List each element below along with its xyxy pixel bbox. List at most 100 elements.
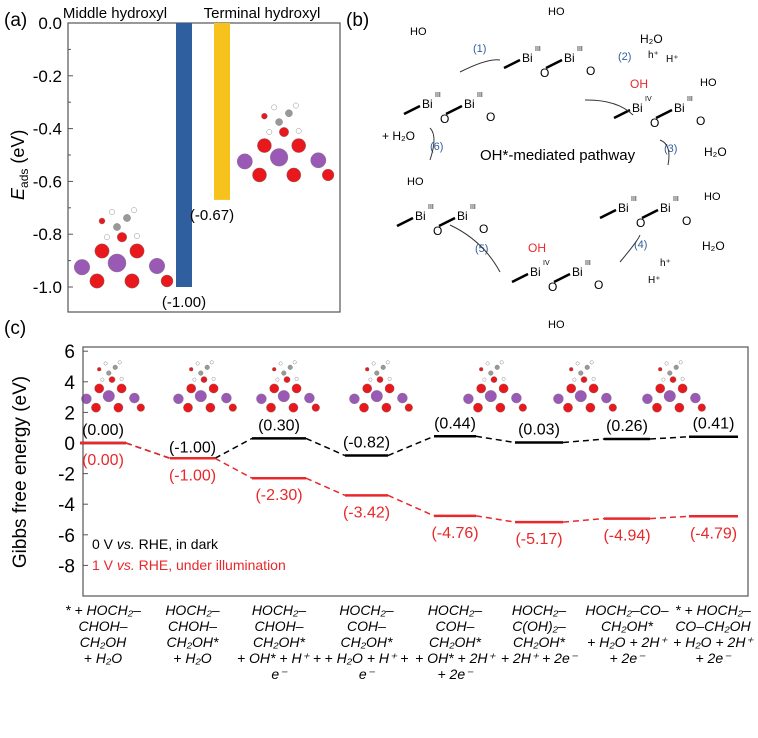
atom	[642, 393, 653, 405]
hydroxyl-label: OH	[630, 77, 648, 91]
atom	[269, 383, 280, 394]
terminal-hydroxyl-structure	[236, 102, 335, 183]
panel-label-a: (a)	[4, 10, 27, 31]
y-tick-label: -0.8	[33, 225, 62, 244]
atom	[228, 403, 237, 412]
oxygen-label: O	[636, 216, 645, 230]
atom	[252, 167, 267, 183]
atom	[359, 402, 369, 413]
atom	[494, 364, 500, 370]
atom	[272, 367, 277, 372]
atom	[208, 383, 219, 394]
cycle-arrow	[584, 99, 634, 116]
oxygen-label: O	[586, 64, 595, 78]
step-label: (4)	[634, 239, 647, 251]
step-label: (5)	[475, 243, 488, 255]
atom	[584, 364, 590, 370]
atom	[575, 361, 580, 366]
atom	[669, 376, 677, 383]
atom	[292, 102, 299, 109]
atom	[484, 390, 497, 403]
atom	[136, 403, 145, 412]
atom	[294, 376, 299, 381]
bismuth-label: Bi	[457, 209, 468, 223]
atom	[485, 361, 490, 366]
energy-value-label: (-2.30)	[255, 487, 302, 504]
atom	[652, 402, 662, 413]
cycle-arrow	[619, 234, 641, 263]
atom	[490, 376, 498, 383]
atom	[479, 367, 484, 372]
atom	[209, 360, 214, 365]
atom	[113, 402, 124, 413]
value-label: (-1.00)	[162, 294, 206, 311]
atom	[591, 376, 596, 381]
adsorbate-structure-5	[463, 360, 527, 413]
bond-wedge	[396, 216, 414, 228]
atom	[667, 370, 673, 376]
connector-line	[214, 437, 253, 459]
atom	[124, 273, 140, 289]
atom	[286, 167, 302, 183]
atom	[680, 376, 685, 381]
atom	[697, 403, 706, 412]
atom	[192, 377, 197, 382]
atom	[304, 392, 315, 404]
bond-wedge	[503, 58, 521, 70]
oxygen-label: O	[486, 110, 495, 124]
atom	[134, 233, 140, 239]
atom	[91, 402, 101, 413]
energy-value-label: (0.41)	[693, 416, 735, 433]
atom	[585, 402, 596, 413]
oxidation-state: IV	[645, 96, 652, 103]
bismuth-label: Bi	[522, 51, 533, 65]
atom	[473, 402, 483, 413]
atom	[279, 127, 289, 137]
energy-value-label: (-4.76)	[431, 525, 478, 542]
panel-label-c: (c)	[4, 318, 26, 339]
atom	[73, 259, 90, 276]
cycle-arrow	[659, 139, 670, 166]
oxygen-label: O	[540, 66, 549, 80]
energy-value-label: (0.03)	[518, 422, 560, 439]
atom	[362, 383, 373, 394]
panel-b-reaction-scheme: OH*-mediated pathway BiIIIOBiIIIOBiIIIOB…	[382, 6, 727, 331]
y-tick-label: -1.0	[33, 278, 62, 297]
atom	[283, 376, 291, 383]
energy-value-label: (0.00)	[82, 422, 124, 439]
atom	[349, 393, 360, 405]
atom	[365, 367, 370, 372]
atom	[257, 138, 272, 153]
energy-value-label: (0.26)	[606, 418, 648, 435]
bond-wedge	[438, 216, 456, 228]
oxidation-state: III	[631, 196, 637, 203]
atom	[103, 361, 108, 366]
oxidation-state: III	[535, 46, 541, 53]
y-tick-label: -2	[58, 465, 75, 486]
atom	[374, 370, 380, 376]
oxygen-label: O	[440, 112, 449, 126]
atom	[578, 370, 584, 376]
atom	[198, 370, 204, 376]
connector-line	[387, 435, 435, 457]
atom	[589, 360, 594, 365]
water-label: H₂O	[640, 32, 663, 46]
atom	[370, 390, 383, 403]
oxidation-state: IV	[543, 260, 550, 267]
atom	[322, 168, 335, 182]
atom	[194, 390, 207, 403]
connector-line	[562, 517, 605, 523]
panel-c-energy-diagram: 6 4 2 0 -2 -4 -6 -8 Gibbs free energy (eV) (0.00)…	[10, 342, 749, 597]
energy-value-label: (0.44)	[434, 415, 476, 432]
bismuth-label: Bi	[572, 265, 583, 279]
panel-a-bar-chart: 0.0 -0.2 -0.4 -0.6 -0.8 -1.0 Middle hydroxyl (-…	[8, 5, 341, 313]
hydroxyl-label: OH	[528, 241, 546, 255]
atom	[566, 383, 577, 394]
adsorbate-structure-2	[173, 360, 237, 413]
atom	[292, 360, 297, 365]
scheme-title: OH*-mediated pathway	[480, 147, 636, 164]
atom	[221, 392, 232, 404]
